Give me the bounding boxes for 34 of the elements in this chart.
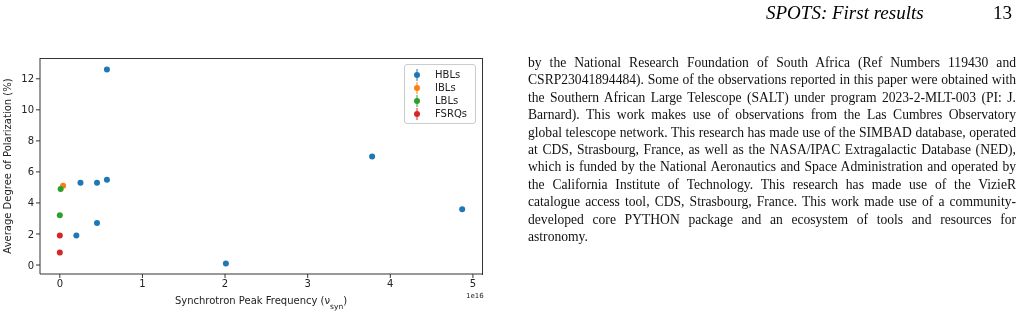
x-tick-label: 1 <box>139 278 146 290</box>
point <box>459 206 466 213</box>
y-tick-label: 12 <box>21 73 34 85</box>
y-axis-title: Average Degree of Polarization (%) <box>2 78 13 254</box>
x-axis-title: Synchrotron Peak Frequency (ν$_{syn}$) <box>174 295 348 311</box>
point <box>56 249 63 256</box>
point <box>77 179 84 186</box>
point <box>222 260 229 267</box>
x-tick-label: 5 <box>469 278 477 290</box>
y-tick-label: 10 <box>21 104 34 116</box>
y-tick-label: 2 <box>27 228 34 240</box>
x-tick-label: 4 <box>387 278 394 290</box>
y-tick-label: 4 <box>27 197 34 209</box>
y-tick-label: 8 <box>27 135 34 147</box>
legend-label: IBLs <box>435 81 456 94</box>
point <box>103 66 110 73</box>
x-tick-label: 0 <box>56 278 64 290</box>
x-tick-label: 3 <box>304 278 311 290</box>
point <box>94 179 101 186</box>
point <box>56 212 63 219</box>
point <box>103 176 110 183</box>
y-tick-label: 0 <box>27 259 34 271</box>
text: 13 <box>993 2 1012 24</box>
x-tick-label: 2 <box>221 278 229 290</box>
point <box>56 232 63 239</box>
text: by the National Research Foundation of South Africa (Ref Numbers 119430 and CSRP23041894484). Some of the observations reported in this paper were obtained with the Southern African Large Telescope (SALT) under program 2023-2-MLT-003 (PI: J. Barnard). This work makes use of observations from the Las Cumbres Observatory global telescope network. This research has made use of the SIMBAD database, operated at CDS, Strasbourg, France, as well as the NASA/IPAC Extragalactic Database (NED), which is funded by the National Aeronautics and Space Administration and operated by the California Institute of Technology. This research has made use of the VizieR catalogue access tool, CDS, Strasbourg, France. This work made use of a community-developed core PYTHON package and an ecosystem of tools and resources for astronomy. <box>528 55 1016 245</box>
text: SPOTS: First results <box>766 2 924 24</box>
legend-label: FSRQs <box>435 107 467 120</box>
point <box>94 220 101 227</box>
y-tick-label: 6 <box>27 166 34 178</box>
point <box>369 153 376 160</box>
legend-label: HBLs <box>435 68 461 81</box>
legend-label: LBLs <box>435 94 459 107</box>
point <box>73 232 80 239</box>
